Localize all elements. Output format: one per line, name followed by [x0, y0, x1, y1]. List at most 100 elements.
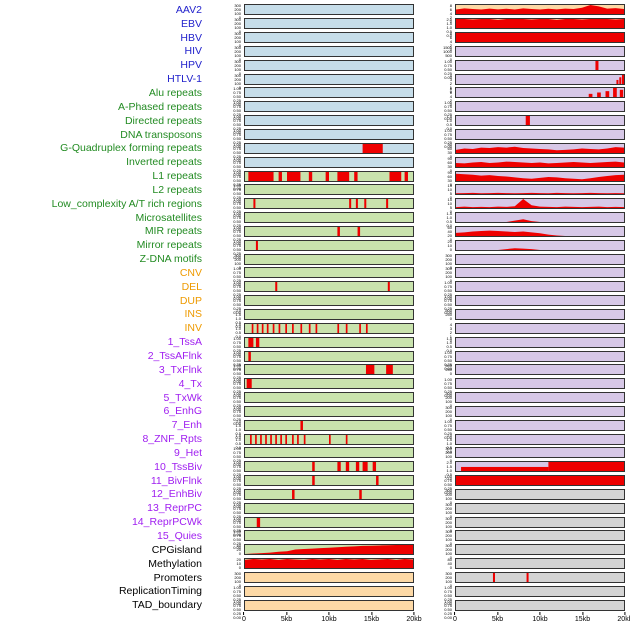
y-tick-label: 1.00 [233, 501, 241, 507]
y-axis-ticks: 500 250 0 [414, 308, 455, 320]
y-axis-ticks: 300 200 100 0 [414, 405, 455, 421]
track-row: 1_TssA 1.00 0.75 0.50 0.25 0.00 1.5 1.0 0.5 0.0 [0, 335, 630, 356]
y-tick-label: 3 [449, 76, 452, 82]
y-tick-label: 0.50 [233, 454, 241, 460]
track-panel-left [244, 225, 414, 237]
y-tick-label: 1.00 [233, 183, 241, 189]
signal-plot [248, 171, 408, 181]
track-row: Mirror repeats 1.00 0.75 0.50 0.25 0.00 20 10 0 [0, 238, 630, 259]
track-row: 9_Het 1.00 0.75 0.50 0.25 0.00 300 200 100 0 [0, 446, 630, 467]
y-tick-label: 0.5 [446, 219, 452, 225]
y-tick-label: 0.5 [235, 440, 241, 446]
track-row: DNA transposons 1.00 0.75 0.50 0.25 0.00 1.00 0… [0, 128, 630, 149]
y-tick-label: 100 [445, 274, 452, 280]
y-tick-label: 1.5 [446, 114, 452, 120]
track-panel-left [244, 281, 414, 293]
track-panel-left [244, 156, 414, 168]
track-panel-left [244, 336, 414, 348]
y-tick-label: 0.25 [233, 292, 241, 298]
y-tick-label: 0.25 [444, 486, 452, 492]
track-row: 14_ReprPCWk 1.00 0.75 0.50 0.25 0.00 300 200 100… [0, 515, 630, 536]
y-tick-label: 0 [449, 403, 452, 409]
y-tick-label: 0.50 [233, 357, 241, 363]
y-tick-label: 1.0 [446, 440, 452, 446]
y-tick-label: 0 [449, 555, 452, 561]
y-tick-label: 0.00 [444, 365, 452, 371]
track-panel-left [244, 308, 414, 320]
y-tick-label: 30 [447, 163, 452, 169]
y-tick-label: 0.00 [444, 74, 452, 80]
signal-plot [616, 74, 624, 84]
y-tick-label: 0.00 [233, 171, 241, 177]
track-row: 7_Enh 2.0 1.5 1.0 0.5 0.0 1.00 0.75 0.50 0.25 0.00 [0, 418, 630, 439]
track-label: 1_TssA [167, 336, 202, 349]
y-tick-label: 0.75 [233, 242, 241, 248]
y-tick-label: 0.00 [444, 490, 452, 496]
y-axis-ticks: 1.00 0.75 0.50 0.25 0.00 [207, 364, 244, 384]
y-tick-label: 0.5 [235, 319, 241, 325]
y-tick-label: 200 [445, 256, 452, 262]
track-row: MIR repeats 1.00 0.75 0.50 0.25 0.00 60 40 20 0 [0, 225, 630, 245]
y-tick-label: 1.0 [446, 468, 452, 474]
track-panel-left [244, 322, 414, 334]
signal-plot [456, 219, 624, 223]
y-tick-label: 0.75 [233, 491, 241, 497]
y-axis-ticks: 1.00 0.75 0.50 0.25 0.00 [207, 392, 244, 412]
track-label: DNA transposons [120, 128, 202, 141]
track-label: 8_ZNF_Rpts [142, 433, 202, 446]
y-tick-label: 0.75 [233, 505, 241, 511]
track-panel-right [455, 239, 625, 251]
track-row: 13_ReprPC 1.00 0.75 0.50 0.25 0.00 300 200 100 0 [0, 501, 630, 522]
track-panel-right [455, 558, 625, 570]
x-tick-mark [496, 612, 498, 616]
track-row: HTLV-1 300 200 100 0 4 3 2 1 0 [0, 72, 630, 93]
y-axis-ticks: 1.5 1.0 0.5 0.0 [207, 433, 244, 449]
y-tick-label: 300 [234, 44, 241, 50]
y-tick-label: 0.75 [233, 588, 241, 594]
track-label: CPGisland [151, 543, 202, 556]
y-tick-label: 0.00 [233, 379, 241, 385]
y-tick-label: 4 [449, 321, 452, 327]
y-tick-label: 1.00 [444, 128, 452, 134]
y-tick-label: 0.25 [233, 126, 241, 132]
track-label: TAD_boundary [132, 599, 202, 612]
y-tick-label: 1.00 [233, 404, 241, 410]
y-tick-label: 0.25 [233, 98, 241, 104]
x-tick-label: 5kb [492, 612, 503, 623]
signal-plot [362, 143, 383, 153]
y-tick-label: 0.75 [233, 339, 241, 345]
track-row: HPV 300 200 100 0 1.00 0.75 0.50 0.25 0.00 [0, 58, 630, 79]
y-tick-label: 0.25 [233, 250, 241, 256]
track-row: Z-DNA motifs 300 200 100 0 300 200 100 0 [0, 252, 630, 269]
y-tick-label: 40 [447, 561, 452, 567]
y-tick-label: 1.00 [233, 474, 241, 480]
x-axis-right: 0 5kb 10kb 15kb 20kb [453, 612, 630, 627]
track-panel-right [455, 59, 625, 71]
y-tick-label: 0.50 [233, 191, 241, 197]
y-tick-label: 1.00 [444, 598, 452, 604]
y-axis-ticks: 20 10 0 [414, 239, 455, 251]
y-tick-label: 1.00 [233, 349, 241, 355]
x-axis-left: 0 5kb 10kb 15kb 20kb [242, 612, 422, 627]
track-row: 12_EnhBiv 1.00 0.75 0.50 0.25 0.00 300 200 100 0 [0, 488, 630, 508]
y-axis-ticks: 300 200 100 0 [207, 4, 244, 20]
track-panel-right [455, 336, 625, 348]
x-tick-mark [539, 612, 541, 616]
y-tick-label: 0 [238, 15, 241, 21]
y-tick-label: 0 [449, 209, 452, 215]
y-tick-label: 0.00 [233, 462, 241, 468]
y-tick-label: 0.00 [233, 296, 241, 302]
y-tick-label: 0.75 [233, 90, 241, 96]
y-tick-label: 2.0 [446, 432, 452, 438]
y-tick-label: 0.50 [444, 426, 452, 432]
y-tick-label: 0.50 [233, 343, 241, 349]
y-tick-label: 0.25 [233, 306, 241, 312]
y-tick-label: 0.25 [444, 140, 452, 146]
y-tick-label: 0 [449, 195, 452, 201]
y-tick-label: 0.00 [444, 144, 452, 150]
y-axis-ticks: 1.00 0.75 0.50 0.25 0.00 [207, 115, 244, 135]
y-tick-label: 300 [445, 501, 452, 507]
